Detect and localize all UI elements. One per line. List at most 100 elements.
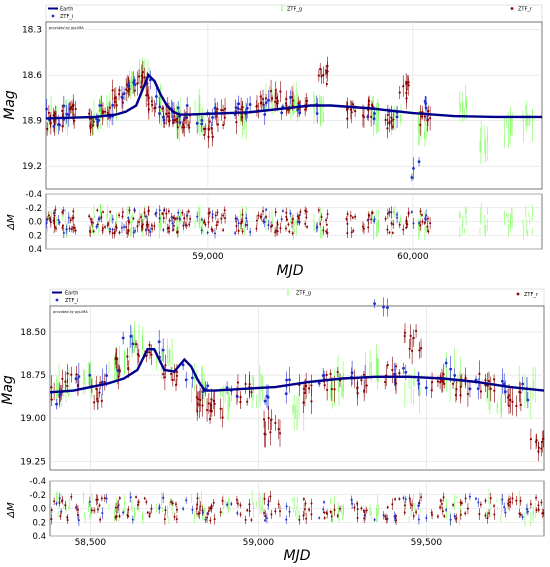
residual-point <box>201 511 204 514</box>
residual-point <box>60 510 63 513</box>
residual-ytick-label: -0.2 <box>25 204 42 214</box>
ztf-i-point <box>206 384 210 388</box>
residual-point <box>68 227 71 230</box>
residual-point <box>291 232 294 235</box>
residual-point <box>184 223 187 226</box>
ztf-r-point <box>362 373 366 376</box>
ztf-i-point <box>285 378 289 382</box>
residual-point <box>188 223 191 226</box>
residual-point <box>168 227 171 230</box>
ztf-i-point <box>424 106 428 110</box>
plot-1-main: provided by pyLIMA 18.3 18.6 18.9 19.2 Mag <box>2 21 543 190</box>
legend-2-ztf-r-marker <box>516 292 520 296</box>
ztf-r-point <box>388 121 391 124</box>
residual-point <box>431 513 434 516</box>
residual-point <box>144 215 147 218</box>
ztf-r-point <box>420 115 424 118</box>
residual-point <box>493 513 496 516</box>
residual-point <box>353 506 356 509</box>
residual-point <box>302 498 305 501</box>
ztf-i-point <box>181 363 185 367</box>
ztf-r-point <box>168 112 171 115</box>
residual-point <box>176 217 179 220</box>
residual-point <box>429 222 432 225</box>
ztf-i-point <box>267 98 270 102</box>
ztf-r-point <box>466 392 470 396</box>
residual-point <box>484 499 487 502</box>
residual-point <box>276 223 279 226</box>
ztf-i-point <box>62 104 66 108</box>
residual-point <box>158 217 161 220</box>
residual-point <box>109 228 112 231</box>
residual-point <box>106 224 109 227</box>
residual-point <box>182 224 185 227</box>
residual-point <box>263 512 266 515</box>
ytick-label: 18.9 <box>22 117 42 127</box>
residual-point <box>409 502 412 505</box>
residual-point <box>394 498 397 501</box>
residual-point <box>323 511 326 514</box>
residual-point <box>88 500 91 503</box>
residual-point <box>395 519 398 522</box>
ztf-i-point <box>502 382 506 386</box>
residual-point <box>356 508 359 511</box>
residual-point <box>203 220 206 223</box>
residual-point <box>308 508 311 511</box>
legend-1: Earth ZTF_i ZTF_g ZTF_r <box>45 4 543 23</box>
residual-point <box>219 511 222 514</box>
residual-point <box>76 513 79 516</box>
residual-point <box>101 512 104 515</box>
ztf-r-point <box>174 119 177 122</box>
residual-point <box>121 211 124 214</box>
ztf-i-point <box>235 395 239 399</box>
ztf-r-point <box>305 384 308 388</box>
ztf-r-point <box>390 120 393 123</box>
residual-point <box>241 220 244 223</box>
residual-point <box>388 231 391 234</box>
residual-point <box>264 519 267 522</box>
residual-point <box>74 229 77 232</box>
residual-point <box>439 506 442 509</box>
ztf-i-point <box>56 123 60 126</box>
residual-point <box>143 211 146 214</box>
residual-point <box>439 499 442 502</box>
ztf-r-point <box>241 116 244 119</box>
ztf-i-point <box>322 374 326 377</box>
ztf-r-point <box>276 102 279 105</box>
ztf-r-point <box>529 438 532 441</box>
ztf-r-point <box>187 124 190 127</box>
ztf-i-point <box>52 124 56 128</box>
ztf-i-point <box>410 176 414 179</box>
residual-point <box>336 514 339 517</box>
ztf-r-point <box>50 386 53 389</box>
residual-2-points <box>50 488 545 527</box>
residual-point <box>165 212 168 215</box>
ztf-i-point <box>133 83 137 86</box>
residual-point <box>393 515 396 518</box>
ztf-i-point <box>372 117 376 121</box>
plot-1-grid <box>46 22 542 189</box>
ztf-r-point <box>210 409 213 413</box>
residual-point <box>101 229 104 232</box>
residual-point <box>346 213 349 216</box>
ztf-r-point <box>241 106 244 109</box>
ztf-r-point <box>304 108 307 111</box>
ztf-r-point <box>208 418 212 421</box>
residual-point <box>298 518 301 521</box>
ztf-r-point <box>174 383 178 387</box>
ztf-r-point <box>275 96 278 100</box>
residual-point <box>304 209 307 212</box>
residual-point <box>122 511 125 514</box>
residual-point <box>89 218 92 221</box>
residual-point <box>507 498 510 501</box>
ztf-r-point <box>346 108 349 111</box>
residual-point <box>173 515 176 518</box>
residual-point <box>207 221 210 224</box>
residual-point <box>366 219 369 222</box>
ztf-r-point <box>519 403 522 406</box>
residual-point <box>306 225 309 228</box>
legend-1-ztf-i: ZTF_i <box>60 14 73 20</box>
ztf-r-point <box>153 107 156 110</box>
ztf-r-point <box>114 96 117 99</box>
ztf-i-point <box>350 371 354 375</box>
